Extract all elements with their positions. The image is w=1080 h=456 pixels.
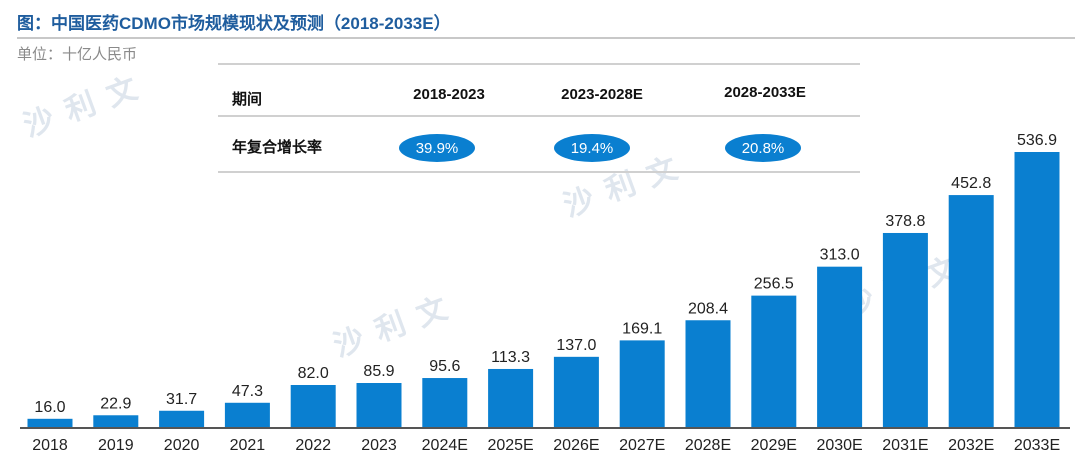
data-label: 452.8 (951, 175, 991, 192)
title-divider (17, 37, 1075, 39)
bar-2022 (290, 384, 336, 427)
data-label: 31.7 (166, 391, 197, 408)
bar-2028E (685, 320, 731, 427)
data-label: 256.5 (754, 276, 794, 293)
data-label: 85.9 (363, 363, 394, 380)
data-label: 313.0 (820, 247, 860, 264)
x-tick-label: 2021 (230, 437, 266, 454)
bar-2019 (93, 415, 139, 427)
cagr-value-3: 20.8% (725, 134, 801, 162)
data-label: 22.9 (100, 395, 131, 412)
data-label: 82.0 (298, 365, 329, 382)
bar-2026E (553, 356, 599, 427)
x-tick-label: 2024E (422, 437, 468, 454)
bar-2024E (422, 378, 468, 427)
x-tick-label: 2018 (32, 437, 68, 454)
data-label: 536.9 (1017, 132, 1057, 149)
x-tick-label: 2025E (487, 437, 533, 454)
x-tick-label: 2029E (751, 437, 797, 454)
table-line-top (218, 63, 860, 65)
bar-2020 (159, 410, 205, 427)
x-tick-label: 2020 (164, 437, 200, 454)
data-label: 16.0 (34, 399, 65, 416)
x-tick-label: 2030E (816, 437, 862, 454)
cagr-value-1: 39.9% (399, 134, 475, 162)
period-header: 期间 (232, 91, 263, 108)
data-label: 113.3 (491, 349, 530, 366)
bar-2033E (1014, 152, 1060, 427)
data-label: 95.6 (429, 358, 460, 375)
x-tick-label: 2032E (948, 437, 994, 454)
x-tick-label: 2027E (619, 437, 665, 454)
x-tick-label: 2033E (1014, 437, 1060, 454)
period-1: 2018-2023 (413, 86, 485, 103)
data-label: 208.4 (688, 300, 728, 317)
bar-2018 (27, 418, 73, 427)
data-label: 137.0 (556, 337, 596, 354)
cagr-label: 年复合增长率 (232, 139, 323, 156)
period-3: 2028-2033E (724, 84, 806, 101)
x-tick-label: 2026E (553, 437, 599, 454)
x-tick-label: 2019 (98, 437, 134, 454)
bar-2029E (751, 295, 797, 427)
bar-2031E (882, 232, 928, 427)
unit-label: 单位：十亿人民币 (17, 46, 138, 63)
bar-2025E (488, 368, 534, 427)
table-line-bottom (218, 171, 860, 173)
data-label: 47.3 (232, 383, 263, 400)
data-label: 378.8 (885, 213, 925, 230)
cagr-value-2: 19.4% (554, 134, 630, 162)
x-tick-label: 2028E (685, 437, 731, 454)
bar-2027E (619, 340, 665, 427)
bar-2032E (948, 195, 994, 427)
data-label: 169.1 (622, 320, 662, 337)
bar-2023 (356, 383, 402, 427)
bar-2021 (224, 402, 270, 427)
period-2: 2023-2028E (561, 86, 643, 103)
bar-2030E (817, 266, 863, 427)
x-tick-label: 2023 (361, 437, 397, 454)
table-line-mid (218, 115, 860, 117)
x-tick-label: 2022 (295, 437, 331, 454)
chart-title: 图：中国医药CDMO市场规模现状及预测（2018-2033E） (17, 14, 451, 33)
x-tick-label: 2031E (882, 437, 928, 454)
